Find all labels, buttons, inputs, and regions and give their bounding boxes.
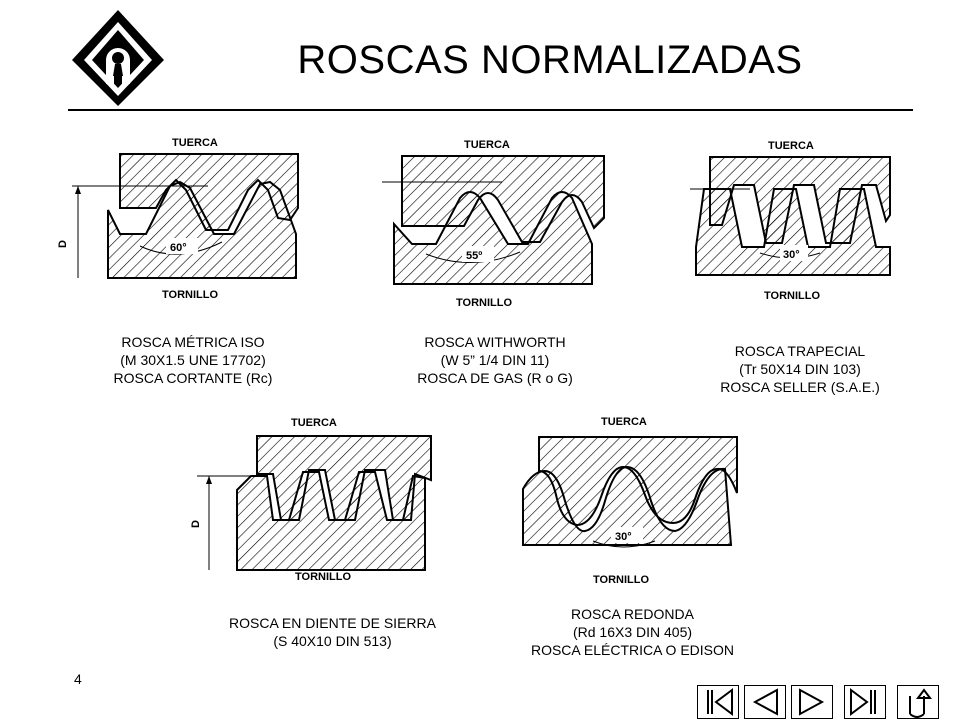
caption-line: ROSCA MÉTRICA ISO — [121, 334, 265, 350]
screw-label: TORNILLO — [295, 571, 351, 583]
page-title: ROSCAS NORMALIZADAS — [297, 38, 803, 82]
nut-label: TUERCA — [464, 139, 510, 151]
sawtooth-thread-caption: ROSCA EN DIENTE DE SIERRA (S 40X10 DIN 5… — [205, 614, 460, 650]
last-slide-icon — [850, 688, 876, 716]
whitworth-angle-label: 55º — [466, 250, 482, 262]
page-number: 4 — [74, 671, 82, 687]
screw-label: TORNILLO — [764, 290, 820, 302]
whitworth-thread-diagram: 55º TUERCA TORNILLO — [382, 139, 605, 309]
first-slide-icon — [707, 688, 733, 716]
round-angle-label: 30° — [615, 531, 632, 543]
caption-line: (S 40X10 DIN 513) — [273, 633, 392, 649]
metric-thread-diagram: D 60° TUERCA TORNILLO — [58, 137, 299, 301]
screw-label: TORNILLO — [593, 574, 649, 586]
round-thread-diagram: 30° TUERCA TORNILLO — [522, 416, 738, 586]
screw-label: TORNILLO — [456, 297, 512, 309]
next-slide-icon — [799, 688, 825, 716]
nut-label: TUERCA — [601, 416, 647, 428]
caption-line: ROSCA REDONDA — [571, 606, 694, 622]
metric-thread-caption: ROSCA MÉTRICA ISO (M 30X1.5 UNE 17702) R… — [83, 333, 303, 387]
caption-line: (Tr 50X14 DIN 103) — [739, 361, 861, 377]
screw-label: TORNILLO — [162, 289, 218, 301]
caption-line: ROSCA CORTANTE (Rc) — [113, 370, 273, 386]
next-slide-button[interactable] — [791, 685, 833, 719]
whitworth-thread-caption: ROSCA WITHWORTH (W 5” 1/4 DIN 11) ROSCA … — [385, 333, 605, 387]
caption-line: ROSCA ELÉCTRICA O EDISON — [530, 642, 735, 658]
diameter-label: D — [58, 240, 69, 248]
return-icon — [909, 688, 932, 718]
caption-line: ROSCA DE GAS (R o G) — [417, 370, 573, 386]
caption-line: ROSCA WITHWORTH — [424, 334, 566, 350]
previous-slide-button[interactable] — [744, 685, 786, 719]
nut-label: TUERCA — [768, 140, 814, 152]
first-slide-button[interactable] — [697, 685, 739, 719]
caption-line: (Rd 16X3 DIN 405) — [572, 624, 693, 640]
caption-line: ROSCA TRAPECIAL — [734, 343, 866, 359]
metric-angle-label: 60° — [170, 242, 187, 254]
sawtooth-thread-diagram: D TUERCA TORNILLO — [190, 417, 432, 583]
university-logo — [72, 10, 164, 106]
title-divider — [68, 109, 913, 111]
previous-slide-icon — [752, 688, 778, 716]
trapezoidal-angle-label: 30° — [783, 249, 800, 261]
caption-line: (W 5” 1/4 DIN 11) — [440, 352, 550, 368]
last-slide-button[interactable] — [844, 685, 886, 719]
trapezoidal-thread-caption: ROSCA TRAPECIAL (Tr 50X14 DIN 103) ROSCA… — [690, 342, 910, 396]
caption-line: ROSCA SELLER (S.A.E.) — [720, 379, 880, 395]
diameter-label: D — [190, 520, 202, 528]
round-thread-caption: ROSCA REDONDA (Rd 16X3 DIN 405) ROSCA EL… — [510, 605, 755, 659]
return-button[interactable] — [897, 685, 939, 719]
nut-label: TUERCA — [291, 417, 337, 429]
caption-line: (M 30X1.5 UNE 17702) — [120, 352, 266, 368]
nut-label: TUERCA — [172, 137, 218, 149]
caption-line: ROSCA EN DIENTE DE SIERRA — [229, 615, 436, 631]
trapezoidal-thread-diagram: 30° TUERCA TORNILLO — [690, 140, 891, 302]
